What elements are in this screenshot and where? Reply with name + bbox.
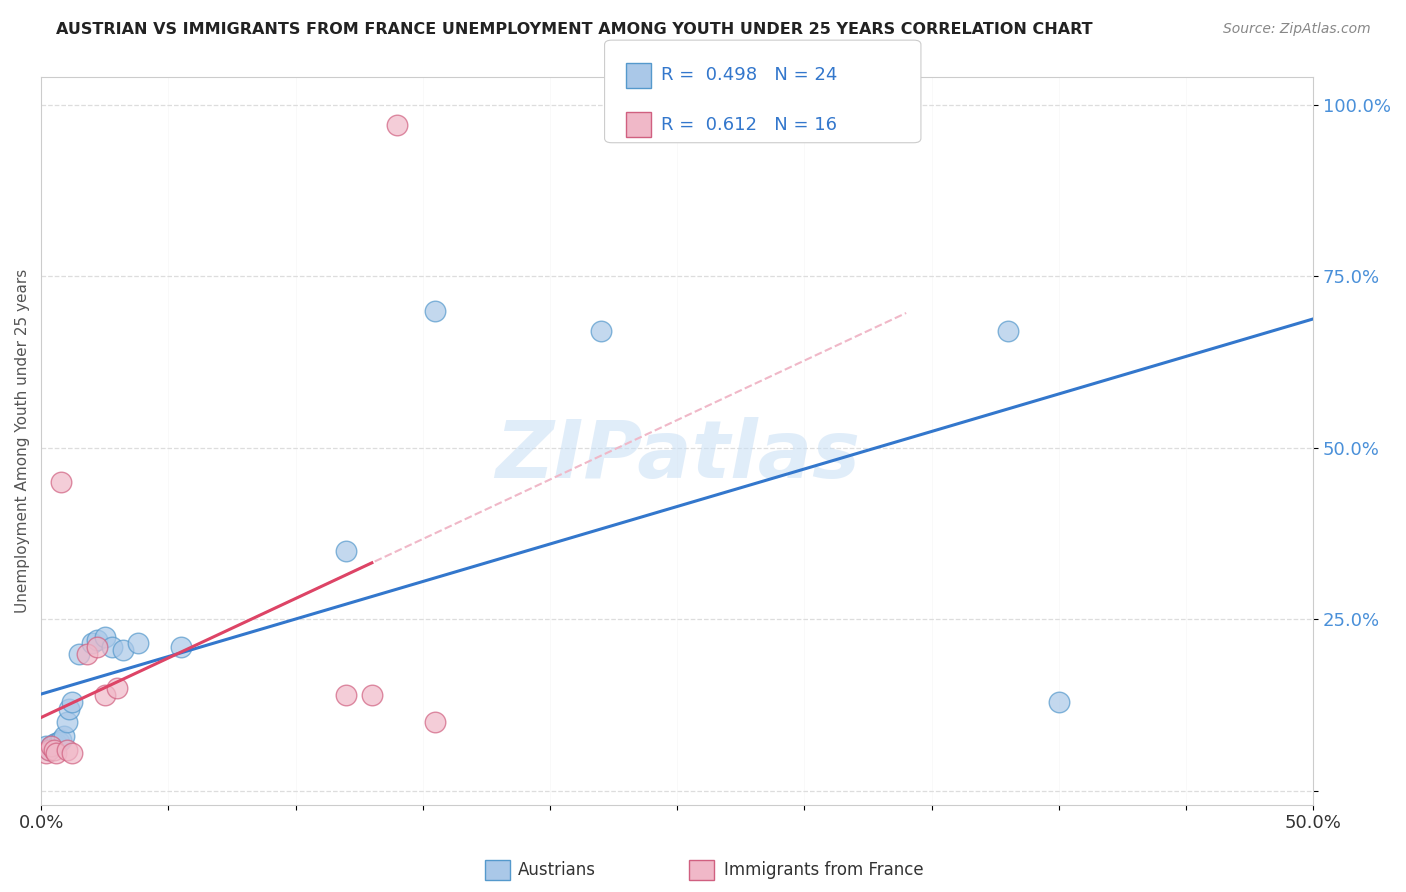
Point bbox=[58, 701, 80, 715]
Point bbox=[360, 688, 382, 702]
Text: R =  0.498   N = 24: R = 0.498 N = 24 bbox=[661, 66, 837, 84]
Point bbox=[35, 739, 58, 754]
Point bbox=[45, 746, 67, 760]
Point bbox=[38, 743, 60, 757]
Point bbox=[38, 743, 60, 757]
Point bbox=[589, 324, 612, 338]
Point bbox=[93, 630, 115, 644]
Point bbox=[86, 633, 108, 648]
Point bbox=[335, 544, 357, 558]
Point bbox=[101, 640, 124, 654]
Text: Source: ZipAtlas.com: Source: ZipAtlas.com bbox=[1223, 22, 1371, 37]
Point bbox=[42, 743, 65, 757]
Point bbox=[53, 729, 76, 743]
Point bbox=[425, 303, 447, 318]
Point bbox=[1047, 695, 1070, 709]
Point bbox=[107, 681, 129, 695]
Point bbox=[997, 324, 1019, 338]
Point bbox=[60, 695, 83, 709]
Point bbox=[51, 732, 73, 747]
Point bbox=[35, 746, 58, 760]
Point bbox=[67, 647, 90, 661]
Point bbox=[42, 737, 65, 751]
Point bbox=[111, 643, 134, 657]
Point bbox=[39, 739, 62, 754]
Point bbox=[76, 647, 98, 661]
Point bbox=[127, 636, 149, 650]
Point bbox=[387, 119, 409, 133]
Point bbox=[48, 734, 70, 748]
Point bbox=[39, 739, 62, 754]
Text: Immigrants from France: Immigrants from France bbox=[724, 861, 924, 879]
Point bbox=[51, 475, 73, 490]
Point bbox=[60, 746, 83, 760]
Text: R =  0.612   N = 16: R = 0.612 N = 16 bbox=[661, 116, 837, 134]
Point bbox=[80, 636, 103, 650]
Point bbox=[55, 715, 77, 730]
Point bbox=[93, 688, 115, 702]
Point bbox=[425, 715, 447, 730]
Point bbox=[170, 640, 193, 654]
Y-axis label: Unemployment Among Youth under 25 years: Unemployment Among Youth under 25 years bbox=[15, 268, 30, 613]
Point bbox=[45, 736, 67, 750]
Point bbox=[55, 743, 77, 757]
Text: Austrians: Austrians bbox=[517, 861, 595, 879]
Point bbox=[335, 688, 357, 702]
Text: ZIPatlas: ZIPatlas bbox=[495, 417, 859, 494]
Text: AUSTRIAN VS IMMIGRANTS FROM FRANCE UNEMPLOYMENT AMONG YOUTH UNDER 25 YEARS CORRE: AUSTRIAN VS IMMIGRANTS FROM FRANCE UNEMP… bbox=[56, 22, 1092, 37]
Point bbox=[86, 640, 108, 654]
